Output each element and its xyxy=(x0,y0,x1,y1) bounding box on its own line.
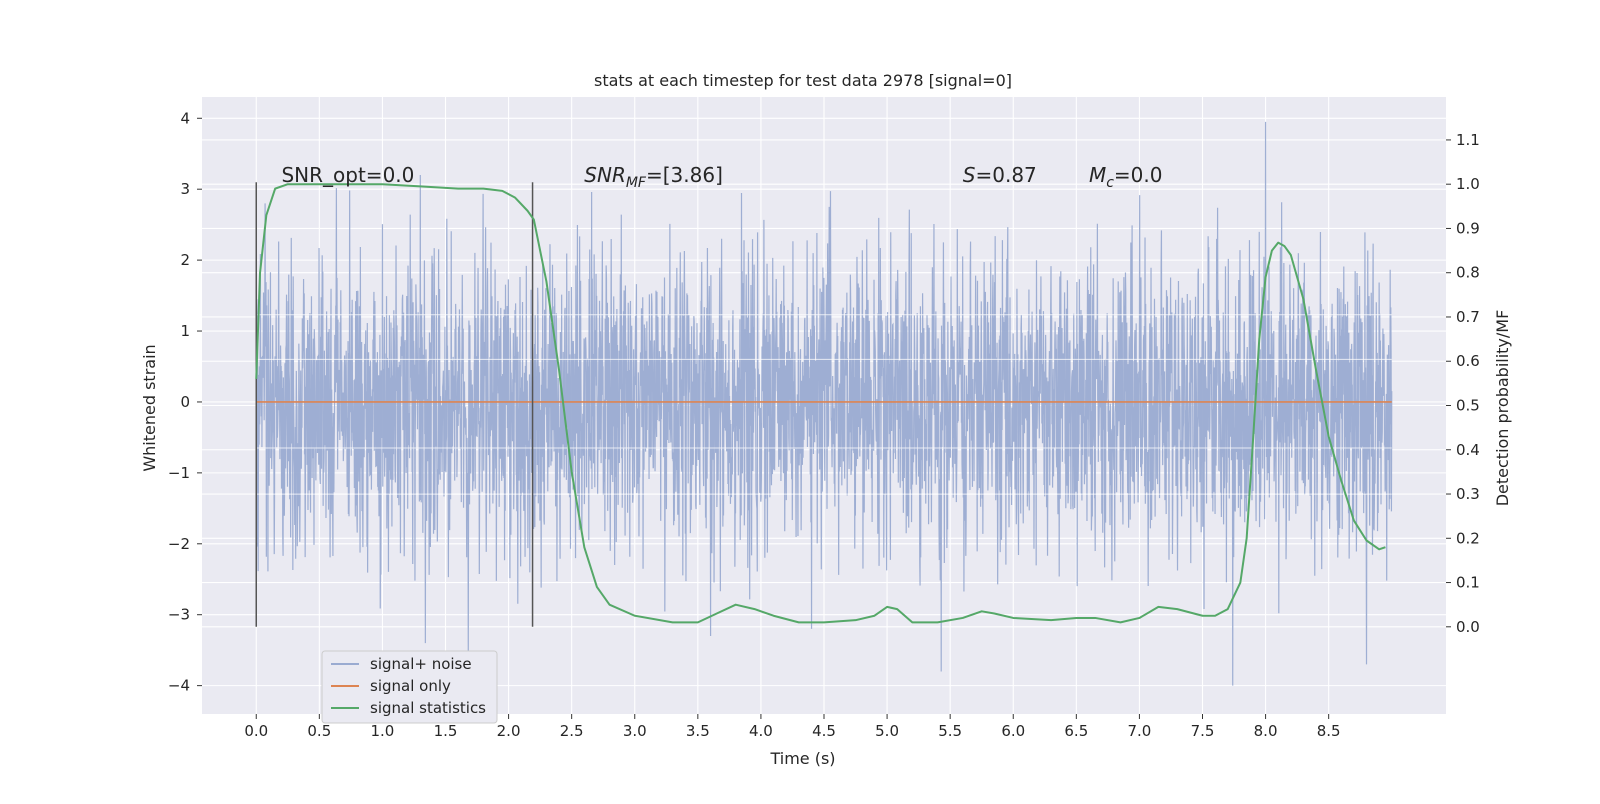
x-tick-label: 1.5 xyxy=(434,722,458,740)
x-tick-label: 6.0 xyxy=(1001,722,1025,740)
series-signal-noise xyxy=(255,121,1393,686)
x-tick-label: 0.5 xyxy=(307,722,331,740)
y2-tick-label: 1.0 xyxy=(1456,175,1480,193)
y-tick-label: −3 xyxy=(168,606,190,624)
legend-label-signal-statistics: signal statistics xyxy=(370,699,486,717)
x-tick-label: 5.5 xyxy=(938,722,962,740)
legend-box xyxy=(321,650,498,724)
vertical-markers xyxy=(255,182,534,627)
x-tick-label: 3.0 xyxy=(623,722,647,740)
y-tick-label: 4 xyxy=(180,109,190,127)
x-axis-ticks: 0.0 0.5 1.0 1.5 2.0 2.5 3.0 3.5 4.0 4.5 5.0 5.5 6.0 6… xyxy=(244,714,1341,740)
legend: signal+ noise signal only signal statist… xyxy=(321,650,498,724)
y2-tick-label: 0.1 xyxy=(1456,574,1480,592)
y-tick-label: −1 xyxy=(168,464,190,482)
y2-tick-label: 0.8 xyxy=(1456,264,1480,282)
legend-label-signal-noise: signal+ noise xyxy=(370,655,472,673)
y2-tick-label: 0.0 xyxy=(1456,618,1480,636)
y-tick-label: 0 xyxy=(180,393,190,411)
y-tick-label: −4 xyxy=(168,677,190,695)
y2-tick-label: 1.1 xyxy=(1456,131,1480,149)
x-tick-label: 2.5 xyxy=(560,722,584,740)
x-tick-label: 8.0 xyxy=(1254,722,1278,740)
x-tick-label: 1.0 xyxy=(370,722,394,740)
signal-statistics-line xyxy=(255,183,1386,624)
y-tick-label: 2 xyxy=(180,251,190,269)
y-tick-label: 1 xyxy=(180,322,190,340)
x-tick-label: 3.5 xyxy=(686,722,710,740)
y2-tick-label: 0.6 xyxy=(1456,352,1480,370)
annotation-text: S=0.87 xyxy=(963,163,1037,187)
x-tick-label: 8.5 xyxy=(1317,722,1341,740)
x-tick-label: 4.5 xyxy=(812,722,836,740)
annotation-text: SNR_opt=0.0 xyxy=(281,163,414,187)
y2-tick-label: 0.9 xyxy=(1456,219,1480,237)
annotations: SNR_opt=0.0 SNRMF=[3.86] S=0.87 Mc=0.0 xyxy=(281,163,1162,191)
x-tick-label: 2.0 xyxy=(497,722,521,740)
y-axis-ticks: 4 3 2 1 0 −1 −2 −3 −4 xyxy=(168,109,202,695)
annotation-text: Mc=0.0 xyxy=(1089,163,1163,191)
x-tick-label: 6.5 xyxy=(1064,722,1088,740)
signal-noise-line xyxy=(255,121,1393,686)
x-tick-label: 5.0 xyxy=(875,722,899,740)
x-tick-label: 7.0 xyxy=(1127,722,1151,740)
y-tick-label: 3 xyxy=(180,180,190,198)
y2-tick-label: 0.3 xyxy=(1456,485,1480,503)
x-tick-label: 7.5 xyxy=(1191,722,1215,740)
annotation-text: SNRMF=[3.86] xyxy=(584,163,723,191)
legend-label-signal-only: signal only xyxy=(370,677,451,695)
y2-axis-label: Detection probability/MF xyxy=(1493,310,1512,507)
y2-tick-label: 0.2 xyxy=(1456,529,1480,547)
y2-tick-label: 0.4 xyxy=(1456,441,1480,459)
y-axis-label: Whitened strain xyxy=(140,344,159,471)
y2-axis-ticks: 1.1 1.0 0.9 0.8 0.7 0.6 0.5 0.4 0.3 0.2 0.1 0.0 xyxy=(1446,131,1480,636)
y2-tick-label: 0.7 xyxy=(1456,308,1480,326)
x-tick-label: 4.0 xyxy=(749,722,773,740)
y-tick-label: −2 xyxy=(168,535,190,553)
x-tick-label: 0.0 xyxy=(244,722,268,740)
y2-tick-label: 0.5 xyxy=(1456,397,1480,415)
x-axis-label: Time (s) xyxy=(769,749,835,768)
chart-title: stats at each timestep for test data 297… xyxy=(594,71,1012,90)
series-signal-statistics xyxy=(255,183,1386,624)
